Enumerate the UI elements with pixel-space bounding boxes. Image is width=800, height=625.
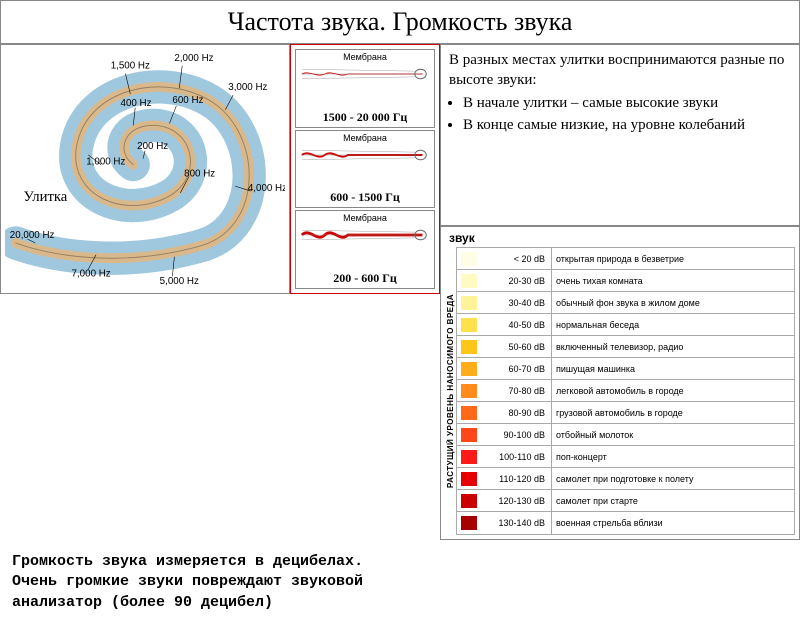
freq-label: 20,000 Hz	[10, 230, 55, 241]
db-range: 120-130 dB	[481, 496, 551, 506]
loudness-pre: Громкость звука	[12, 553, 156, 570]
db-label: пишущая машинка	[551, 358, 794, 379]
perception-bullet: В начале улитки – самые высокие звуки	[463, 94, 791, 114]
page-title: Частота звука. Громкость звука	[0, 0, 800, 44]
db-label: нормальная беседа	[551, 314, 794, 335]
freq-label: 800 Hz	[184, 168, 215, 179]
membrane-range: 200 - 600 Гц	[298, 271, 432, 286]
decibel-table: звук РАСТУЩИЙ УРОВЕНЬ НАНОСИМОГО ВРЕДА <…	[440, 226, 800, 540]
db-row: < 20 dB открытая природа в безветрие	[457, 248, 794, 270]
db-row: 40-50 dB нормальная беседа	[457, 314, 794, 336]
db-range: 130-140 dB	[481, 518, 551, 528]
db-swatch	[461, 318, 477, 332]
db-label: военная стрельба вблизи	[551, 512, 794, 534]
db-range: 70-80 dB	[481, 386, 551, 396]
db-label: грузовой автомобиль в городе	[551, 402, 794, 423]
freq-label: 400 Hz	[121, 98, 152, 109]
freq-label: 600 Hz	[172, 95, 203, 106]
freq-label: 4,000 Hz	[248, 183, 285, 194]
db-label: обычный фон звука в жилом доме	[551, 292, 794, 313]
db-range: 100-110 dB	[481, 452, 551, 462]
membrane-cell: Мембрана 600 - 1500 Гц	[295, 130, 435, 209]
db-row: 60-70 dB пишущая машинка	[457, 358, 794, 380]
db-range: 20-30 dB	[481, 276, 551, 286]
freq-label: 5,000 Hz	[160, 276, 199, 287]
membrane-wave-icon	[298, 62, 432, 86]
freq-label: 1,000 Hz	[86, 157, 125, 168]
perception-bullet: В конце самые низкие, на уровне колебани…	[463, 116, 791, 136]
db-label: включенный телевизор, радио	[551, 336, 794, 357]
freq-label: 200 Hz	[137, 141, 168, 152]
membrane-wave-icon	[298, 143, 432, 167]
db-label: поп-концерт	[551, 446, 794, 467]
membrane-title: Мембрана	[298, 213, 432, 223]
db-swatch	[461, 450, 477, 464]
membrane-wave-icon	[298, 223, 432, 247]
db-vertical-label: РАСТУЩИЙ УРОВЕНЬ НАНОСИМОГО ВРЕДА	[445, 247, 456, 535]
db-range: 40-50 dB	[481, 320, 551, 330]
loudness-paragraph: Громкость звука измеряется в децибелах. …	[0, 540, 420, 625]
perception-intro: В разных местах улитки воспринимаются ра…	[449, 51, 791, 90]
db-label: очень тихая комната	[551, 270, 794, 291]
membrane-panel: Мембрана 1500 - 20 000 Гц Мембрана 600 -…	[290, 44, 440, 294]
db-row: 70-80 dB легковой автомобиль в городе	[457, 380, 794, 402]
db-swatch	[461, 252, 477, 266]
db-label: самолет при старте	[551, 490, 794, 511]
membrane-cell: Мембрана 200 - 600 Гц	[295, 210, 435, 289]
db-label: легковой автомобиль в городе	[551, 380, 794, 401]
membrane-title: Мембрана	[298, 52, 432, 62]
membrane-range: 600 - 1500 Гц	[298, 190, 432, 205]
db-range: 80-90 dB	[481, 408, 551, 418]
db-swatch	[461, 384, 477, 398]
db-swatch	[461, 406, 477, 420]
db-row: 120-130 dB самолет при старте	[457, 490, 794, 512]
db-row: 90-100 dB отбойный молоток	[457, 424, 794, 446]
db-range: 110-120 dB	[481, 474, 551, 484]
membrane-range: 1500 - 20 000 Гц	[298, 110, 432, 125]
db-range: 90-100 dB	[481, 430, 551, 440]
db-row: 30-40 dB обычный фон звука в жилом доме	[457, 292, 794, 314]
db-row: 110-120 dB самолет при подготовке к поле…	[457, 468, 794, 490]
freq-label: 3,000 Hz	[228, 82, 267, 93]
db-swatch	[461, 472, 477, 486]
db-swatch	[461, 296, 477, 310]
db-row: 130-140 dB военная стрельба вблизи	[457, 512, 794, 534]
membrane-cell: Мембрана 1500 - 20 000 Гц	[295, 49, 435, 128]
db-row: 20-30 dB очень тихая комната	[457, 270, 794, 292]
db-range: 60-70 dB	[481, 364, 551, 374]
db-swatch	[461, 362, 477, 376]
freq-label: 2,000 Hz	[174, 53, 213, 64]
db-label: открытая природа в безветрие	[551, 248, 794, 269]
db-label: самолет при подготовке к полету	[551, 468, 794, 489]
cochlea-diagram: 2,000 Hz 1,500 Hz 3,000 Hz 400 Hz 600 Hz 200 …	[0, 44, 290, 294]
db-range: 30-40 dB	[481, 298, 551, 308]
cochlea-label: Улитка	[24, 189, 68, 205]
db-swatch	[461, 274, 477, 288]
db-row: 80-90 dB грузовой автомобиль в городе	[457, 402, 794, 424]
db-swatch	[461, 494, 477, 508]
db-swatch	[461, 428, 477, 442]
freq-label: 7,000 Hz	[72, 268, 111, 279]
db-heading: звук	[445, 231, 795, 245]
db-row: 100-110 dB поп-концерт	[457, 446, 794, 468]
db-range: < 20 dB	[481, 254, 551, 264]
freq-label: 1,500 Hz	[111, 61, 150, 72]
db-swatch	[461, 340, 477, 354]
db-range: 50-60 dB	[481, 342, 551, 352]
db-row: 50-60 dB включенный телевизор, радио	[457, 336, 794, 358]
membrane-title: Мембрана	[298, 133, 432, 143]
db-label: отбойный молоток	[551, 424, 794, 445]
perception-text: В разных местах улитки воспринимаются ра…	[440, 44, 800, 226]
db-swatch	[461, 516, 477, 530]
